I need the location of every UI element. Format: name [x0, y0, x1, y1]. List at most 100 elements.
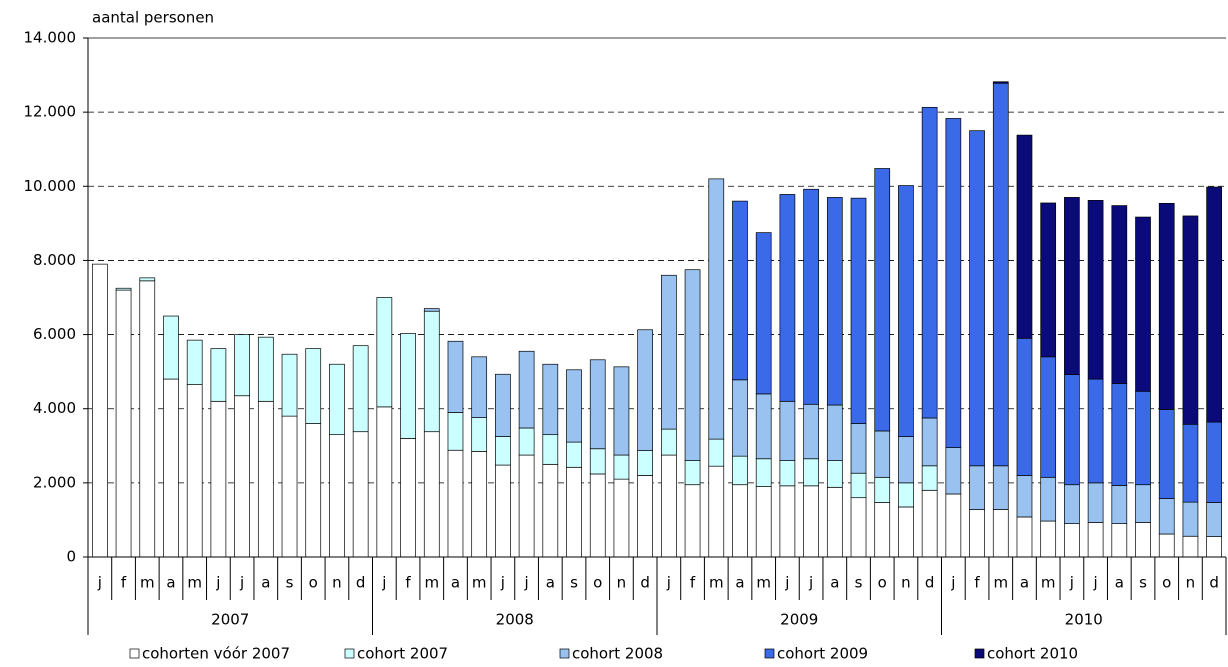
x-tick-label: a — [451, 574, 460, 592]
bar-segment — [305, 423, 322, 558]
bar-segment — [1182, 423, 1199, 503]
bar-segment — [234, 395, 250, 558]
bar-segment — [92, 263, 108, 558]
bar-segment — [518, 454, 535, 558]
x-tick-label: d — [640, 574, 650, 592]
bar-segment — [423, 310, 440, 433]
bar-segment — [1206, 536, 1222, 558]
bar-segment — [186, 339, 203, 385]
bar-segment — [1158, 498, 1175, 535]
bar-segment — [1158, 202, 1175, 410]
group-label: 2008 — [496, 611, 534, 629]
x-tick-label: m — [140, 574, 155, 592]
bar-segment — [613, 478, 630, 558]
bar-segment — [803, 485, 819, 558]
bar-segment — [992, 82, 1009, 467]
bar-segment — [447, 449, 464, 558]
x-tick-label: m — [993, 574, 1008, 592]
bar-segment — [1206, 421, 1222, 503]
bar-segment — [637, 450, 653, 476]
bar-segment — [1040, 476, 1057, 522]
x-tick-label: o — [878, 574, 887, 592]
bar-segment — [1206, 186, 1222, 423]
bar-segment — [945, 118, 962, 448]
bar-segment — [471, 417, 488, 452]
bar-segment — [329, 363, 345, 436]
bar-segment — [566, 441, 582, 468]
bar-segment — [447, 340, 464, 413]
x-tick-label: m — [709, 574, 724, 592]
x-tick-label: f — [405, 574, 411, 592]
bar-segment — [661, 428, 677, 456]
bar-segment — [1111, 205, 1128, 384]
bar-segment — [447, 412, 464, 451]
bar-segment — [755, 486, 772, 558]
bar-segment — [1135, 484, 1151, 523]
bar-segment — [755, 232, 772, 395]
bar-segment — [661, 274, 677, 430]
bar-segment — [376, 406, 393, 558]
bar-segment — [708, 465, 725, 558]
bar-segment — [1111, 523, 1128, 558]
bar-segment — [163, 378, 179, 558]
bar-segment — [139, 277, 156, 282]
bar-segment — [1016, 134, 1033, 339]
y-tick-label: 6.000 — [33, 325, 76, 343]
bar-segment — [945, 447, 962, 495]
bar-segment — [1016, 337, 1033, 476]
bar-segment — [471, 450, 488, 558]
legend-label: cohort 2007 — [357, 645, 448, 663]
bar-segment — [992, 509, 1009, 558]
bar-segment — [400, 438, 416, 558]
bar-segment — [708, 438, 725, 467]
bar-segment — [1182, 215, 1199, 425]
bar-segment — [1111, 485, 1128, 524]
x-tick-label: j — [666, 574, 671, 592]
bar-segment — [257, 336, 274, 402]
bar-segment — [945, 493, 962, 558]
bar-segment — [1111, 383, 1128, 486]
bar-segment — [779, 460, 796, 487]
bar-segment — [1040, 202, 1057, 358]
bar-segment — [850, 497, 867, 558]
bar-segment — [1087, 522, 1104, 558]
bar-segment — [471, 356, 488, 418]
bar-segment — [732, 379, 748, 457]
bar-segment — [850, 472, 867, 499]
bar-segment — [1064, 484, 1080, 524]
bar-segment — [1064, 523, 1080, 558]
x-tick-label: m — [756, 574, 771, 592]
bar-segment — [329, 434, 345, 558]
x-tick-label: s — [855, 574, 863, 592]
x-tick-label: m — [1041, 574, 1056, 592]
bar-segment — [613, 366, 630, 456]
group-label: 2010 — [1065, 611, 1103, 629]
bar-segment — [850, 197, 867, 424]
bar-segment — [1087, 378, 1104, 484]
bar-segment — [708, 178, 725, 440]
x-tick-label: f — [121, 574, 127, 592]
bar-segment — [518, 427, 535, 456]
bar-segment — [1206, 502, 1222, 537]
bar-segment — [495, 464, 511, 558]
bar-segment — [566, 466, 582, 558]
bar-segment — [589, 448, 606, 475]
x-tick-label: s — [1139, 574, 1147, 592]
legend-swatch — [559, 648, 570, 659]
y-tick-label: 0 — [66, 548, 76, 566]
bar-segment — [257, 400, 274, 558]
legend-swatch — [974, 648, 985, 659]
bar-segment — [921, 465, 938, 491]
bar-segment — [779, 485, 796, 558]
bar-segment — [400, 333, 416, 439]
bar-segment — [898, 185, 914, 437]
bar-segment — [423, 308, 440, 312]
bar-segment — [589, 473, 606, 558]
bar-segment — [589, 359, 606, 450]
bar-segment — [1087, 200, 1104, 380]
x-tick-label: j — [524, 574, 529, 592]
bar-segment — [779, 400, 796, 461]
x-tick-label: s — [286, 574, 294, 592]
bar-segment — [542, 363, 559, 436]
bar-segment — [1064, 197, 1080, 375]
